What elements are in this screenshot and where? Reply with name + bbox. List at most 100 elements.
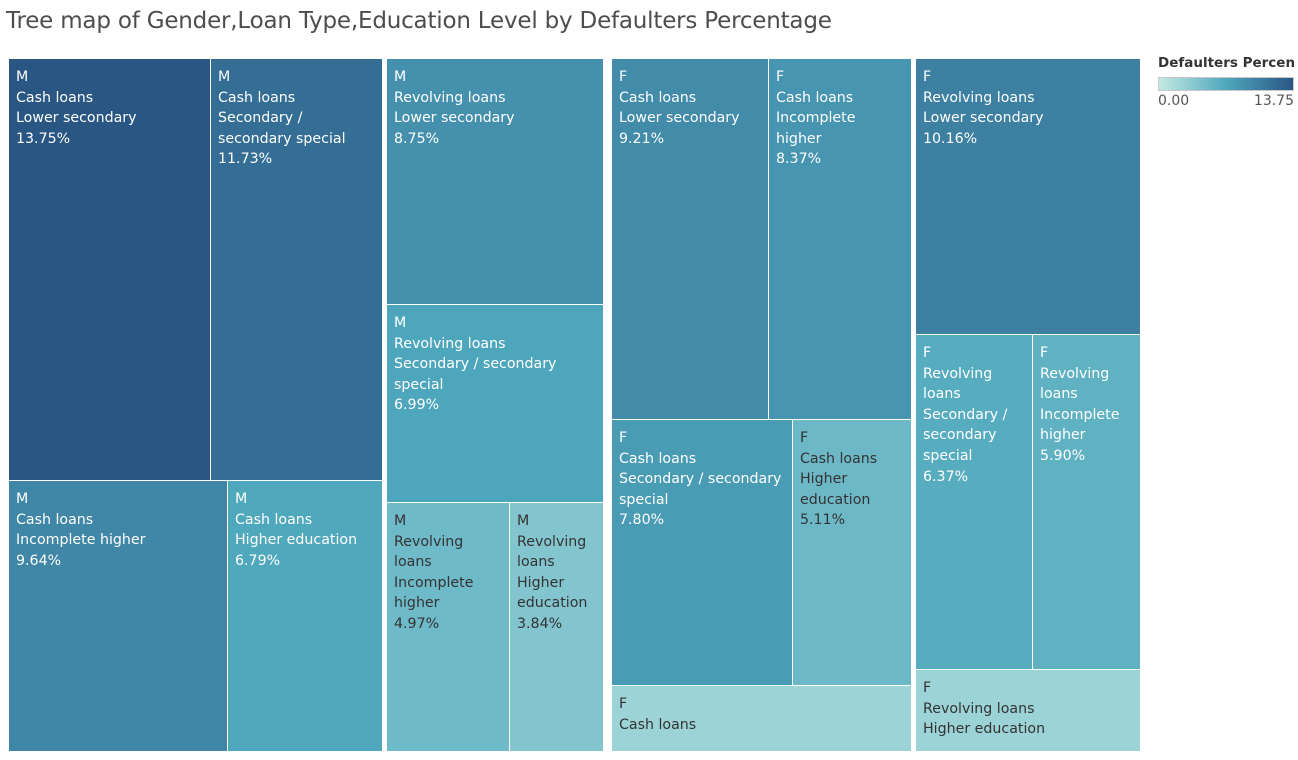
treemap-cell-label: 9.21% [619,130,665,147]
treemap-cell-label: Incomplete higher [16,532,146,549]
treemap-cell-label: Cash loans [619,89,697,106]
treemap-cell[interactable]: F Revolving loans Higher education [916,670,1140,751]
legend-min-label: 0.00 [1158,93,1190,109]
treemap-cell[interactable]: M Cash loans Higher education 6.79% [228,481,382,751]
treemap-cell-label: education [800,491,871,508]
treemap-cell-label: Lower secondary [394,110,515,127]
treemap-cell-label: Revolving loans [923,89,1035,106]
treemap-cell-label: Secondary / secondary [394,356,557,373]
treemap-cell-label: secondary special [218,130,346,147]
treemap-cell-label: M [218,69,231,85]
treemap-cell-label: 11.73% [218,151,273,168]
treemap-cell-label: Incomplete [394,574,474,591]
treemap-cell-label: M [394,69,407,85]
treemap-cell[interactable]: M Revolving loans Secondary / secondary spe… [387,305,603,502]
treemap-cell[interactable]: M Cash loans Lower secondary 13.75% [9,59,210,480]
treemap-cell-label: loans [923,386,961,403]
treemap-cell-label: Incomplete [1040,406,1120,423]
treemap-cell-label: Revolving [1040,365,1110,382]
treemap-cell-label: 4.97% [394,615,440,632]
treemap-cell-label: 6.79% [235,552,281,569]
treemap-cell[interactable]: F Cash loans [612,686,911,751]
treemap-cell-label: Secondary / [218,110,303,127]
treemap-cell-label: F [923,345,932,361]
treemap-cell-label: Cash loans [218,89,296,106]
treemap-cell-label: loans [517,554,555,571]
treemap-cell-label: Revolving [394,533,464,550]
treemap-cell[interactable]: M Cash loans Secondary / secondary special 1… [211,59,382,480]
treemap-cell-label: F [923,680,932,696]
treemap-cell-label: 5.11% [800,512,846,529]
treemap-cell[interactable]: M Revolving loans Higher education 3.84% [510,503,603,751]
treemap-cell-label: Lower secondary [619,110,740,127]
treemap-cell-label: higher [394,595,440,612]
treemap-cell-label: M [394,513,407,529]
treemap-cell-label: 8.37% [776,151,822,168]
treemap-cell-label: Revolving loans [394,89,506,106]
legend-labels: 0.00 13.75 [1158,93,1294,109]
treemap-cell-label: Cash loans [800,450,878,467]
treemap-cell[interactable]: M Revolving loans Lower secondary 8.75% [387,59,603,304]
treemap-cell-label: M [16,69,29,85]
treemap-cell[interactable]: M Revolving loans Incomplete higher 4.97% [387,503,509,751]
treemap-cell-label: Incomplete [776,110,856,127]
treemap-cell-label: 8.75% [394,130,440,147]
treemap-cell-label: Revolving [517,533,587,550]
treemap-cell[interactable]: F Cash loans Higher education 5.11% [793,420,911,685]
treemap-cell-label: special [394,376,444,393]
treemap-cell-label: Lower secondary [16,110,137,127]
treemap-cell-label: loans [394,554,432,571]
treemap-cell-label: Lower secondary [923,110,1044,127]
treemap-cell-label: Cash loans [235,511,313,528]
treemap-cell-label: Higher education [923,721,1046,738]
treemap-cell-label: F [776,69,785,85]
treemap-cell-label: 6.37% [923,468,969,485]
chart-title: Tree map of Gender,Loan Type,Education L… [6,8,832,34]
treemap-cell-label: F [1040,345,1049,361]
treemap-cell-label: 13.75% [16,130,71,147]
treemap-cell-label: 5.90% [1040,447,1086,464]
treemap-cell-label: special [923,447,973,464]
treemap-cell-label: Higher [800,471,848,488]
treemap-cell-label: F [800,430,809,446]
treemap-cell-label: 6.99% [394,397,440,414]
treemap-cell-label: Higher [517,574,565,591]
legend-title: Defaulters Percen.. [1158,55,1294,71]
treemap-cell-label: secondary [923,427,997,444]
treemap-cell-label: Cash loans [619,716,697,733]
legend-max-label: 13.75 [1253,93,1294,109]
treemap-cell-label: Secondary / [923,406,1008,423]
treemap-cell-label: 7.80% [619,512,665,529]
treemap-cell-label: F [619,696,628,712]
treemap-cell-label: Higher education [235,532,358,549]
treemap-cell-label: special [619,491,669,508]
treemap-cell-label: Cash loans [16,89,94,106]
treemap-cell[interactable]: F Revolving loans Lower secondary 10.16% [916,59,1140,334]
color-legend: Defaulters Percen.. 0.00 13.75 [1158,55,1294,109]
treemap-cell-label: M [394,315,407,331]
treemap-cell-label: Cash loans [619,450,697,467]
legend-gradient-bar [1158,77,1294,91]
treemap-cell[interactable]: F Cash loans Lower secondary 9.21% [612,59,768,419]
treemap-cell[interactable]: F Revolving loans Secondary / secondary speci… [916,335,1032,669]
treemap-cell-label: Cash loans [776,89,854,106]
treemap-cell-label: Secondary / secondary [619,471,782,488]
treemap-cell-label: Revolving [923,365,993,382]
treemap-cell-label: higher [776,130,822,147]
treemap-cell-label: M [235,491,248,507]
treemap-cell-label: higher [1040,427,1086,444]
treemap-cell-label: 9.64% [16,552,62,569]
treemap-cell[interactable]: M Cash loans Incomplete higher 9.64% [9,481,227,751]
treemap-cell-label: Cash loans [16,511,94,528]
treemap-cell[interactable]: F Cash loans Secondary / secondary special 7… [612,420,792,685]
treemap-cell-label: 10.16% [923,130,978,147]
treemap-cell-label: M [517,513,530,529]
treemap-cell-label: education [517,595,588,612]
treemap-cell-label: Revolving loans [923,700,1035,717]
treemap-cell-label: F [923,69,932,85]
treemap-cell-label: F [619,69,628,85]
treemap-cell[interactable]: F Cash loans Incomplete higher 8.37% [769,59,911,419]
treemap-cell-label: 3.84% [517,615,563,632]
treemap-cell-label: M [16,491,29,507]
treemap-cell[interactable]: F Revolving loans Incomplete higher 5.90% [1033,335,1140,669]
